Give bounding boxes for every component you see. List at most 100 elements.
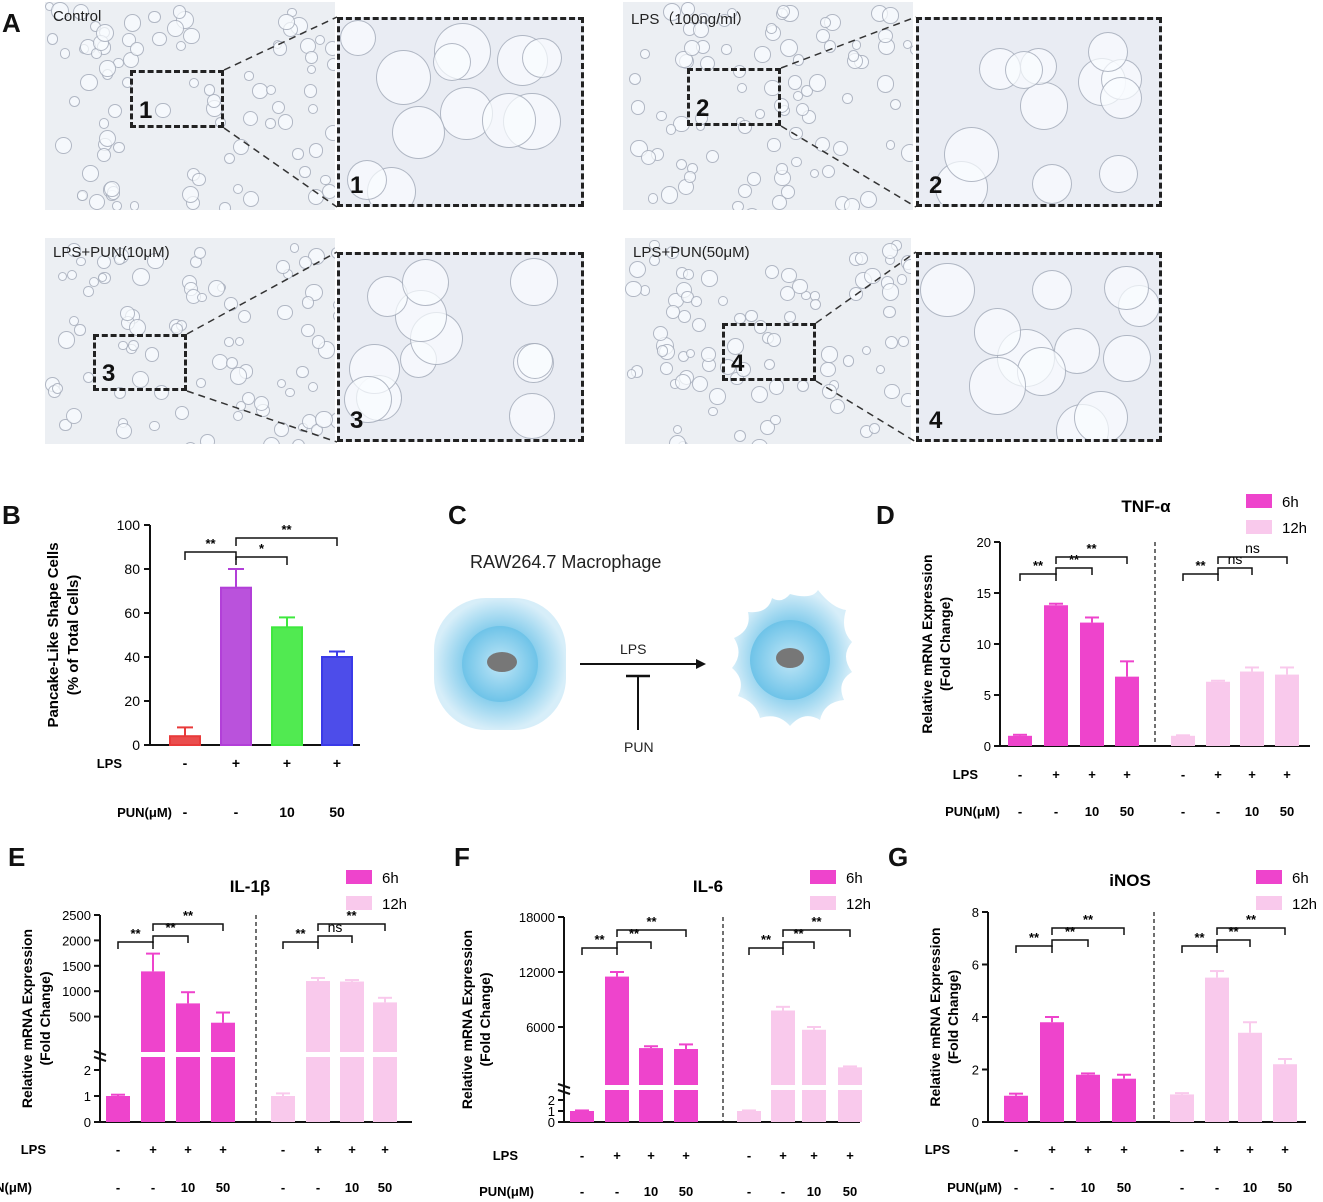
bar-12h <box>838 1067 862 1122</box>
y-tick-label: 40 <box>124 649 140 665</box>
bar-axis-break-gap <box>174 1052 202 1057</box>
cell-texture <box>784 310 797 323</box>
cell-texture <box>789 126 803 141</box>
cell-texture <box>832 140 848 156</box>
cell-texture <box>272 100 286 114</box>
y-axis-label: Pancake-Like Shape Cells <box>45 542 62 727</box>
lps-sign: + <box>1248 767 1256 782</box>
cell-texture <box>882 7 899 24</box>
inset-selection-box: 2 <box>687 68 781 126</box>
bar-6h <box>1080 622 1104 746</box>
cell-texture <box>884 383 900 399</box>
cell-texture <box>767 138 781 152</box>
significance-label: ** <box>295 926 306 941</box>
cell-texture <box>118 340 128 351</box>
cell-texture <box>278 14 295 31</box>
cell-texture <box>779 38 798 57</box>
cell-texture <box>340 20 376 56</box>
significance-bracket <box>1015 945 1053 953</box>
cell-texture <box>795 103 810 117</box>
cell-texture <box>745 309 759 323</box>
significance-label: ** <box>646 914 657 929</box>
cell-texture <box>901 393 911 407</box>
lps-sign: + <box>283 755 291 771</box>
pun-dose: 50 <box>329 804 345 820</box>
cell-texture <box>301 323 316 338</box>
cell-texture <box>647 193 659 204</box>
cell-texture <box>517 342 554 380</box>
significance-bracket <box>1216 939 1251 947</box>
inset-number: 2 <box>696 95 710 122</box>
pun-row-label: PUN(μM) <box>479 1184 534 1199</box>
significance-bracket <box>616 929 687 937</box>
inset-selection-box: 4 <box>722 323 816 381</box>
significance-label: ns <box>1228 551 1243 567</box>
lps-row-label: LPS <box>925 1142 951 1157</box>
y-axis-label: Relative mRNA Expression <box>927 927 943 1106</box>
cell-texture <box>265 84 277 96</box>
cell-texture <box>779 285 795 301</box>
cell-texture <box>229 367 248 385</box>
panel-e-letter: E <box>8 842 26 872</box>
cell-texture <box>128 339 140 351</box>
legend-label-6h: 6h <box>846 870 863 887</box>
cell-texture <box>861 346 871 356</box>
lps-sign: + <box>647 1148 655 1163</box>
cell-texture <box>659 361 673 375</box>
pun-dose: - <box>151 1180 155 1195</box>
pun-dose: - <box>1215 1180 1219 1195</box>
significance-bracket <box>1055 567 1093 575</box>
y-axis-label: Relative mRNA Expression <box>919 554 935 733</box>
lps-sign: + <box>1246 1142 1254 1157</box>
cell-texture <box>55 136 73 154</box>
cell-texture <box>129 201 139 210</box>
cell-texture <box>920 262 975 318</box>
lps-sign: + <box>232 755 240 771</box>
bar-12h <box>1275 674 1299 746</box>
cell-texture <box>884 335 899 350</box>
cell-texture <box>111 201 122 210</box>
significance-bracket <box>782 941 815 949</box>
cell-texture <box>238 309 252 323</box>
bar-12h <box>1170 1094 1194 1122</box>
cell-texture <box>736 83 747 94</box>
legend-label-12h: 12h <box>1282 520 1307 537</box>
legend-label-6h: 6h <box>382 870 399 887</box>
y-tick-label: 12000 <box>519 965 555 980</box>
significance-bracket <box>581 947 618 955</box>
lps-sign: + <box>333 755 341 771</box>
lps-sign: - <box>1014 1142 1018 1157</box>
significance-label: ** <box>1069 552 1080 567</box>
cell-texture <box>197 293 207 303</box>
cell-texture <box>521 37 563 79</box>
cell-texture <box>272 41 287 56</box>
bar-axis-break-gap <box>637 1085 665 1090</box>
bar-12h <box>802 1029 826 1122</box>
pun-row-label: PUN(μM) <box>117 805 172 820</box>
panel-a-letter: A <box>2 8 21 38</box>
significance-bracket <box>1019 573 1057 581</box>
y-tick-label: 2 <box>84 1063 91 1078</box>
cell-texture <box>113 141 125 153</box>
y-axis-label: (Fold Change) <box>945 970 961 1064</box>
cell-texture <box>95 23 114 42</box>
bar-6h <box>211 1022 235 1122</box>
lps-sign: + <box>1052 767 1060 782</box>
cell-texture <box>76 257 86 267</box>
cell-texture <box>196 377 206 388</box>
cell-texture <box>1099 154 1138 194</box>
bar-6h <box>1044 605 1068 746</box>
cell-texture <box>764 265 779 280</box>
cell-texture <box>174 406 189 421</box>
cell-texture <box>315 410 333 429</box>
cell-texture <box>781 267 797 283</box>
cell-texture <box>640 150 656 166</box>
cell-texture <box>98 117 110 129</box>
cell-texture <box>701 347 716 362</box>
bar-6h <box>570 1111 594 1122</box>
bar-12h <box>1238 1032 1262 1122</box>
bar-12h <box>1171 735 1195 746</box>
cell-texture <box>747 172 761 186</box>
zoom-connector-line <box>815 380 917 443</box>
cell-texture <box>649 239 660 251</box>
